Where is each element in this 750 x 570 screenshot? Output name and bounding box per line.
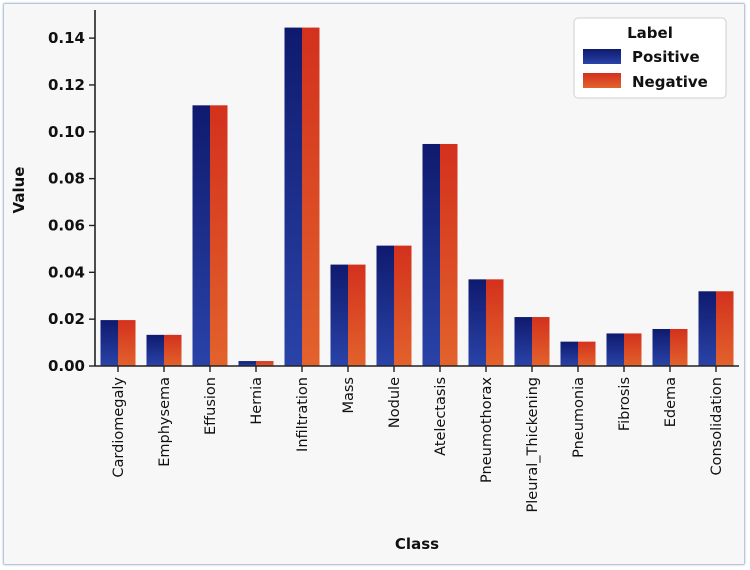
bar-positive-infiltration bbox=[284, 27, 302, 366]
bar-positive-hernia bbox=[238, 361, 256, 366]
x-tick-label: Edema bbox=[663, 377, 679, 427]
bar-negative-effusion bbox=[210, 105, 228, 366]
bar-negative-consolidation bbox=[716, 291, 734, 366]
y-tick-label: 0.12 bbox=[48, 76, 85, 94]
bar-negative-edema bbox=[670, 328, 688, 366]
x-tick-label: Pneumothorax bbox=[479, 377, 495, 483]
legend-title: Label bbox=[627, 24, 673, 42]
bar-negative-nodule bbox=[394, 245, 412, 366]
bar-negative-emphysema bbox=[164, 334, 182, 366]
x-tick-label: Infiltration bbox=[295, 377, 311, 452]
bar-positive-fibrosis bbox=[606, 333, 624, 366]
bar-negative-atelectasis bbox=[440, 143, 458, 366]
y-tick-label: 0.10 bbox=[48, 123, 85, 141]
y-tick-label: 0.02 bbox=[48, 310, 85, 328]
bar-positive-effusion bbox=[192, 105, 210, 366]
y-axis-ticks: 0.00 0.02 0.04 0.06 0.08 0.10 0.12 0.14 bbox=[48, 29, 95, 375]
x-tick-label: Effusion bbox=[203, 377, 219, 435]
x-tick-label: Fibrosis bbox=[617, 377, 633, 431]
bar-negative-fibrosis bbox=[624, 333, 642, 366]
bar-positive-pneumonia bbox=[560, 341, 578, 366]
legend-swatch-positive bbox=[583, 49, 621, 64]
plot-area bbox=[94, 10, 739, 367]
x-tick-label: Emphysema bbox=[157, 377, 173, 467]
bar-negative-mass bbox=[348, 264, 366, 366]
legend: Label Positive Negative bbox=[573, 17, 727, 99]
bar-positive-pneumothorax bbox=[468, 279, 486, 366]
x-tick-label: Mass bbox=[341, 377, 357, 414]
bar-positive-edema bbox=[652, 328, 670, 366]
y-tick-label: 0.14 bbox=[48, 29, 85, 47]
x-tick-label: Nodule bbox=[387, 377, 403, 428]
y-tick-label: 0.08 bbox=[48, 170, 85, 188]
y-axis-title: Value bbox=[10, 167, 28, 214]
bar-positive-pleural-thickening bbox=[514, 317, 532, 366]
legend-label-positive: Positive bbox=[632, 48, 700, 66]
bar-positive-mass bbox=[330, 264, 348, 366]
x-tick-label: Pneumonia bbox=[571, 377, 587, 458]
x-tick-label: Pleural_Thickening bbox=[525, 377, 541, 512]
bar-negative-pleural-thickening bbox=[532, 317, 550, 366]
x-axis-ticks: Cardiomegaly Emphysema Effusion Hernia Infil… bbox=[111, 366, 725, 512]
y-tick-label: 0.00 bbox=[48, 357, 85, 375]
bar-negative-hernia bbox=[256, 361, 274, 366]
bar-positive-emphysema bbox=[146, 334, 164, 366]
bar-negative-infiltration bbox=[302, 27, 320, 366]
bar-positive-nodule bbox=[376, 245, 394, 366]
x-axis-title: Class bbox=[395, 535, 439, 553]
y-tick-label: 0.06 bbox=[48, 216, 85, 234]
y-tick-label: 0.04 bbox=[48, 263, 85, 281]
bar-negative-pneumonia bbox=[578, 341, 596, 366]
x-tick-label: Hernia bbox=[249, 377, 265, 425]
bar-positive-cardiomegaly bbox=[100, 320, 118, 366]
legend-swatch-negative bbox=[583, 73, 621, 88]
bar-positive-consolidation bbox=[698, 291, 716, 366]
bar-negative-pneumothorax bbox=[486, 279, 504, 366]
bar-positive-atelectasis bbox=[422, 143, 440, 366]
legend-label-negative: Negative bbox=[632, 73, 708, 91]
bar-negative-cardiomegaly bbox=[118, 320, 136, 366]
x-tick-label: Consolidation bbox=[709, 377, 725, 476]
x-tick-label: Cardiomegaly bbox=[111, 377, 127, 478]
x-tick-label: Atelectasis bbox=[433, 377, 449, 456]
